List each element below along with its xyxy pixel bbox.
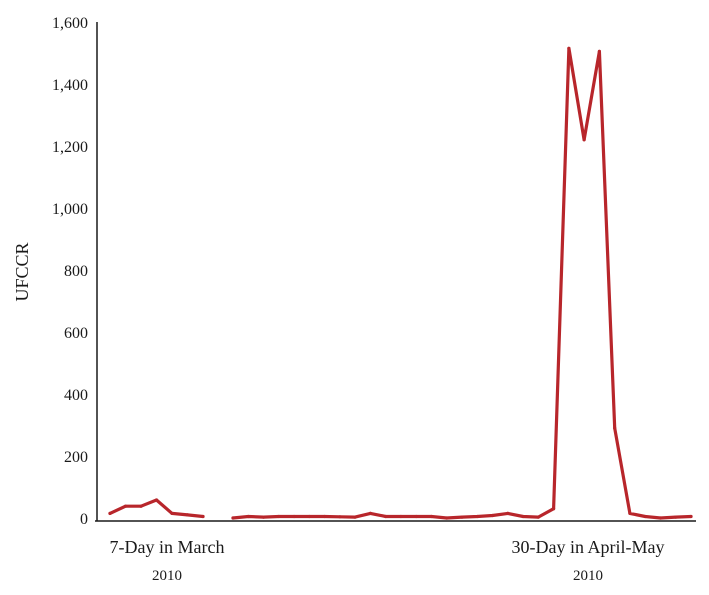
data-point [201, 514, 205, 519]
x-year-label-30day: 2010 [573, 568, 603, 584]
y-tick-label: 1,200 [52, 139, 88, 156]
x-category-label-30day: 30-Day in April-May [512, 537, 665, 557]
data-point [307, 514, 311, 519]
y-tick-label: 200 [64, 449, 88, 466]
data-point [643, 514, 647, 519]
data-point [658, 516, 663, 520]
data-point [628, 511, 632, 515]
data-point [399, 514, 403, 519]
data-point [506, 511, 510, 515]
y-tick-label: 0 [80, 511, 88, 528]
data-point [338, 515, 342, 519]
series-line-7day [108, 498, 205, 519]
data-point [185, 513, 190, 517]
y-tick-label: 400 [64, 387, 88, 404]
data-point [689, 514, 693, 519]
data-point [108, 511, 112, 515]
y-axis: 0 200 400 600 800 1,000 1,200 1,400 1,600 [52, 15, 88, 528]
data-point [475, 514, 479, 519]
data-point [323, 514, 327, 519]
x-year-label-7day: 2010 [152, 568, 182, 584]
data-point [277, 514, 281, 519]
y-tick-label: 600 [64, 325, 88, 342]
data-point [246, 514, 250, 519]
data-point [460, 515, 464, 519]
data-point [582, 138, 586, 142]
y-tick-label: 1,600 [52, 15, 88, 32]
data-point [613, 426, 617, 430]
data-point [674, 515, 678, 519]
data-point [154, 498, 159, 502]
y-tick-label: 800 [64, 263, 88, 280]
data-point [231, 516, 235, 520]
y-tick-label: 1,000 [52, 201, 88, 218]
data-point [414, 514, 418, 519]
data-point [429, 514, 434, 519]
data-point [445, 516, 449, 520]
data-point [170, 511, 174, 515]
data-point [292, 514, 296, 519]
data-point [261, 515, 266, 519]
data-point [597, 49, 602, 54]
data-point [567, 46, 571, 50]
data-point [139, 504, 143, 508]
series-line-30day [231, 46, 693, 520]
data-point [368, 511, 372, 515]
y-axis-title: UFCCR [12, 242, 32, 301]
y-tick-label: 1,400 [52, 77, 88, 94]
data-point [552, 507, 556, 511]
series-group [108, 46, 693, 520]
data-point [123, 504, 128, 508]
data-point [384, 514, 388, 519]
x-category-label-7day: 7-Day in March [110, 537, 225, 557]
data-point [353, 515, 357, 519]
data-point [490, 513, 495, 518]
data-point [521, 514, 525, 519]
data-point [536, 515, 540, 519]
